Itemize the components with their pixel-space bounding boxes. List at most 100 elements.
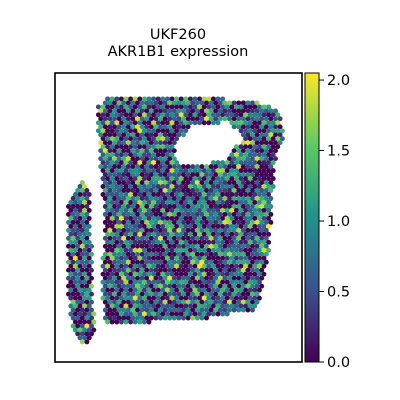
spot-1385 <box>86 247 92 253</box>
spot-1374 <box>236 243 242 249</box>
spot-164 <box>220 112 226 118</box>
spot-820 <box>160 192 166 197</box>
spot-498 <box>254 156 260 162</box>
spot-1826 <box>233 287 239 293</box>
spot-662 <box>169 176 175 182</box>
spot-1633 <box>86 271 92 277</box>
spot-1392 <box>132 247 138 253</box>
spot-1175 <box>66 227 71 233</box>
spot-799 <box>254 188 260 193</box>
spot-583 <box>151 168 157 174</box>
spot-1758 <box>107 283 113 289</box>
spot-1307 <box>123 239 129 245</box>
spot-1182 <box>112 227 117 233</box>
spot-740 <box>169 184 175 189</box>
spot-562 <box>227 164 232 170</box>
spot-1104 <box>135 219 140 225</box>
spot-262 <box>130 124 136 130</box>
spot-144 <box>128 112 134 118</box>
spot-358 <box>164 136 170 142</box>
spot-1439 <box>153 251 159 257</box>
spot-613 <box>116 172 122 178</box>
spot-1970 <box>169 303 175 309</box>
spot-899 <box>146 200 152 205</box>
spot-878 <box>240 196 246 201</box>
spot-1265 <box>116 235 122 241</box>
spot-1604 <box>148 267 154 273</box>
spot-1760 <box>116 283 122 289</box>
spot-973 <box>105 207 111 213</box>
spot-511 <box>137 160 143 166</box>
spot-1459 <box>245 251 251 257</box>
spot-251 <box>261 120 267 126</box>
spot-1021 <box>135 211 140 217</box>
spot-100 <box>107 108 113 114</box>
spot-1907 <box>238 295 244 301</box>
spot-1773 <box>176 283 182 289</box>
spot-86 <box>215 104 221 110</box>
spot-1014 <box>102 211 108 217</box>
spot-1985 <box>238 303 244 309</box>
spot-1434 <box>130 251 136 257</box>
spot-1940 <box>208 299 214 305</box>
spot-203 <box>217 116 223 122</box>
spot-1919 <box>112 299 117 305</box>
spot-1892 <box>169 295 175 301</box>
spot-189 <box>153 116 159 122</box>
spot-649 <box>109 176 115 182</box>
spot-1592 <box>84 267 90 273</box>
spot-553 <box>185 164 191 170</box>
spot-1084 <box>233 215 239 221</box>
spot-1144 <box>128 223 134 229</box>
spot-257 <box>107 124 113 130</box>
spot-92 <box>243 104 249 110</box>
spot-1271 <box>144 235 150 241</box>
spot-1501 <box>247 255 253 261</box>
spot-1834 <box>75 291 81 297</box>
spot-1813 <box>174 287 180 293</box>
spot-909 <box>192 200 198 205</box>
spot-1702 <box>222 275 228 281</box>
spot-1830 <box>252 287 258 293</box>
spot-1698 <box>204 275 209 281</box>
spot-1600 <box>130 267 136 273</box>
spot-725 <box>100 184 106 189</box>
spot-1678 <box>112 275 117 281</box>
spot-15 <box>174 96 180 102</box>
spot-99 <box>102 108 108 114</box>
spot-1262 <box>102 235 108 241</box>
spot-913 <box>210 200 216 205</box>
spot-733 <box>137 184 143 189</box>
spot-1076 <box>197 215 203 221</box>
spot-1554 <box>109 263 115 269</box>
spot-356 <box>155 136 161 142</box>
spot-797 <box>245 188 251 193</box>
spot-2028 <box>72 311 78 317</box>
spot-279 <box>250 124 255 130</box>
spot-465 <box>229 152 235 158</box>
spot-772 <box>130 188 136 193</box>
spot-824 <box>178 192 184 197</box>
spot-962 <box>245 204 251 209</box>
spot-697 <box>153 180 159 186</box>
spot-1205 <box>217 227 223 233</box>
spot-147 <box>141 112 147 118</box>
spot-1852 <box>167 291 173 297</box>
spot-1716 <box>100 279 106 285</box>
spot-48 <box>204 100 209 106</box>
spot-1712 <box>72 279 78 285</box>
spot-297 <box>146 128 152 134</box>
spot-1024 <box>148 211 154 217</box>
spot-1863 <box>217 291 223 297</box>
spot-360 <box>174 136 180 142</box>
spot-1411 <box>220 247 226 253</box>
spot-408 <box>155 144 161 150</box>
spot-1900 <box>206 295 212 301</box>
spot-965 <box>259 204 265 209</box>
spot-1259 <box>75 235 81 241</box>
spot-217 <box>95 120 101 126</box>
spot-2005 <box>153 307 159 313</box>
spot-581 <box>141 168 147 174</box>
spot-808 <box>105 192 111 197</box>
spot-1162 <box>210 223 216 229</box>
